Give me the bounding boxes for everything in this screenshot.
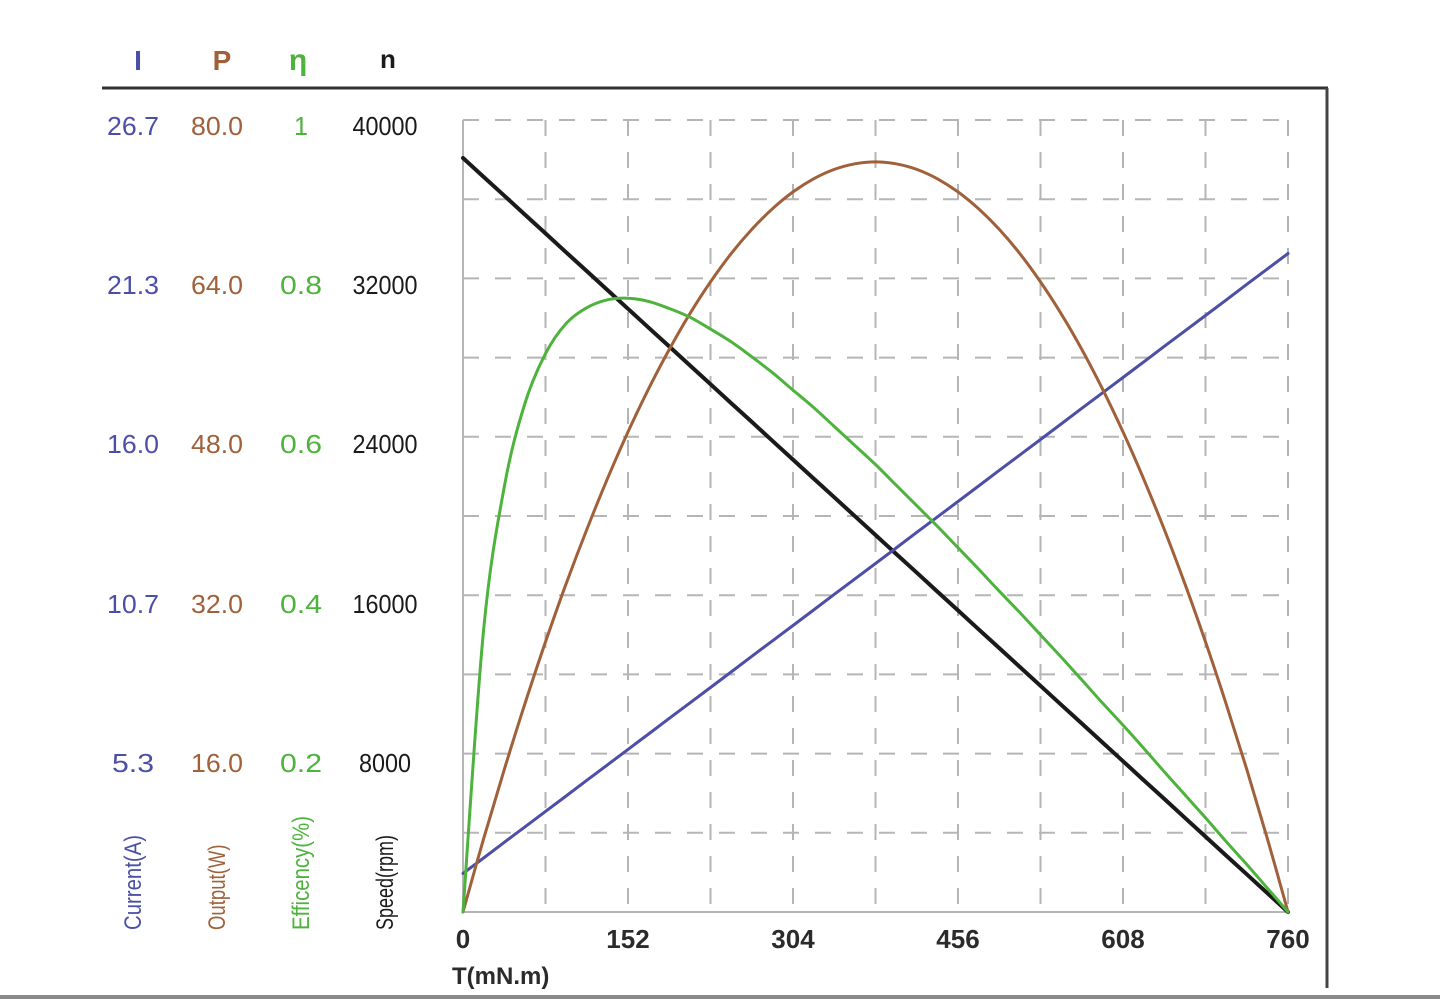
eta-tick-label: 0.8 (280, 270, 322, 300)
P-tick-label: 64.0 (191, 270, 243, 300)
n-tick-label: 8000 (359, 748, 411, 778)
I-tick-label: 26.7 (107, 111, 159, 141)
I-curve (461, 252, 1290, 875)
I-tick-label: 10.7 (107, 589, 159, 619)
current-symbol: I (134, 45, 142, 76)
P-curve (461, 160, 1290, 914)
n-tick-label: 16000 (353, 589, 418, 619)
x-tick-label: 0 (456, 924, 470, 954)
x-tick-label: 152 (606, 924, 649, 954)
efficiency-symbol: η (289, 44, 307, 77)
eta-curve (461, 296, 1290, 914)
eta-tick-label: 0.6 (280, 429, 322, 459)
n-tick-label: 32000 (353, 270, 418, 300)
I-tick-label: 16.0 (107, 429, 159, 459)
n-tick-label: 24000 (353, 429, 418, 459)
I-tick-label: 5.3 (112, 748, 154, 778)
x-axis-label: T(mN.m) (452, 963, 549, 990)
n-axis-label: Speed(rpm) (372, 835, 399, 930)
P-tick-label: 32.0 (191, 589, 243, 619)
bottom-border (0, 995, 1440, 999)
eta-tick-label: 0.4 (280, 589, 322, 619)
n-curve (461, 156, 1290, 914)
eta-tick-label: 1 (294, 111, 308, 141)
I-tick-label: 21.3 (107, 270, 159, 300)
x-tick-label: 456 (936, 924, 979, 954)
n-tick-label: 40000 (353, 111, 418, 141)
P-axis-label: Output(W) (204, 845, 231, 931)
eta-axis-label: Efficency(%) (288, 816, 315, 930)
axis-ticks: 0 152 304 456 608 760 T(mN.m) 5.3 10.7 16.0 21.3 26… (107, 111, 1310, 990)
x-tick-label: 760 (1266, 924, 1309, 954)
speed-symbol: n (380, 44, 396, 74)
power-symbol: P (213, 45, 232, 76)
eta-tick-label: 0.2 (280, 748, 322, 778)
plot-series (461, 156, 1290, 914)
P-tick-label: 48.0 (191, 429, 243, 459)
plot-grid (462, 119, 1289, 913)
P-tick-label: 80.0 (191, 111, 243, 141)
P-tick-label: 16.0 (191, 748, 243, 778)
x-tick-label: 608 (1101, 924, 1144, 954)
x-tick-label: 304 (771, 924, 815, 954)
I-axis-label: Current(A) (120, 835, 147, 930)
